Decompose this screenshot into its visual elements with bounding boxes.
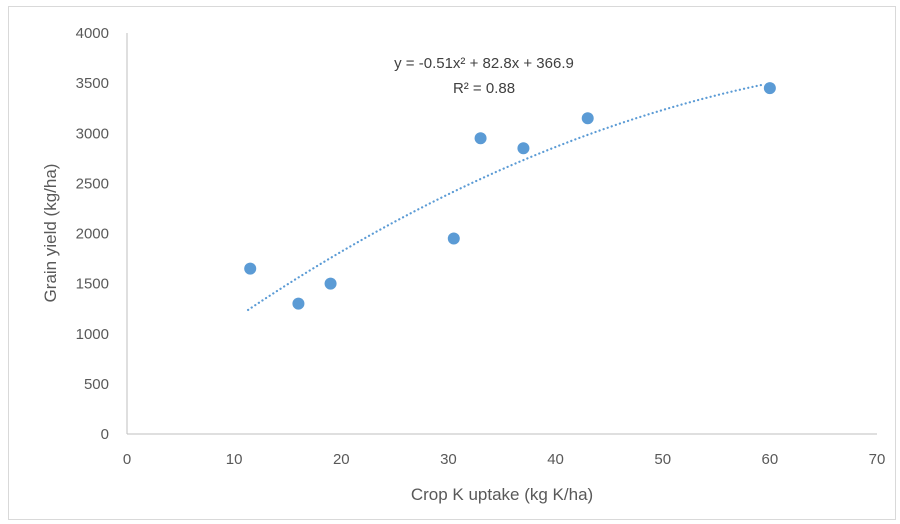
x-tick-label: 40 — [547, 451, 564, 468]
data-point — [244, 262, 257, 275]
trendline — [246, 83, 766, 312]
data-point — [292, 297, 305, 310]
x-tick-label: 30 — [440, 451, 457, 468]
y-tick-label: 3500 — [76, 75, 109, 92]
axes — [126, 33, 877, 435]
x-tick-label: 0 — [123, 451, 131, 468]
y-tick-label: 4000 — [76, 25, 109, 42]
y-tick-label: 2000 — [76, 226, 109, 243]
x-tick-label: 60 — [762, 451, 779, 468]
y-tick-label: 1000 — [76, 326, 109, 343]
y-tick-label: 3000 — [76, 125, 109, 142]
data-points — [244, 82, 776, 310]
x-axis-title: Crop K uptake (kg K/ha) — [411, 485, 593, 504]
y-tick-labels: 0 500 1000 1500 2000 2500 3000 3500 4000 — [76, 25, 109, 443]
y-tick-label: 2500 — [76, 175, 109, 192]
x-tick-label: 20 — [333, 451, 350, 468]
y-tick-label: 500 — [84, 376, 109, 393]
y-tick-label: 1500 — [76, 276, 109, 293]
x-tick-label: 10 — [226, 451, 243, 468]
data-point — [447, 232, 460, 245]
data-point — [474, 132, 487, 145]
trendline-equation: y = -0.51x² + 82.8x + 366.9 — [394, 55, 574, 72]
data-point — [324, 277, 337, 290]
r-squared-label: R² = 0.88 — [453, 80, 515, 97]
y-tick-label: 0 — [101, 426, 109, 443]
x-tick-label: 50 — [654, 451, 671, 468]
y-axis-title: Grain yield (kg/ha) — [41, 164, 60, 303]
x-tick-label: 70 — [869, 451, 886, 468]
data-point — [517, 142, 530, 155]
x-tick-labels: 0 10 20 30 40 50 60 70 — [123, 451, 886, 468]
data-point — [581, 112, 594, 125]
data-point — [763, 82, 776, 95]
